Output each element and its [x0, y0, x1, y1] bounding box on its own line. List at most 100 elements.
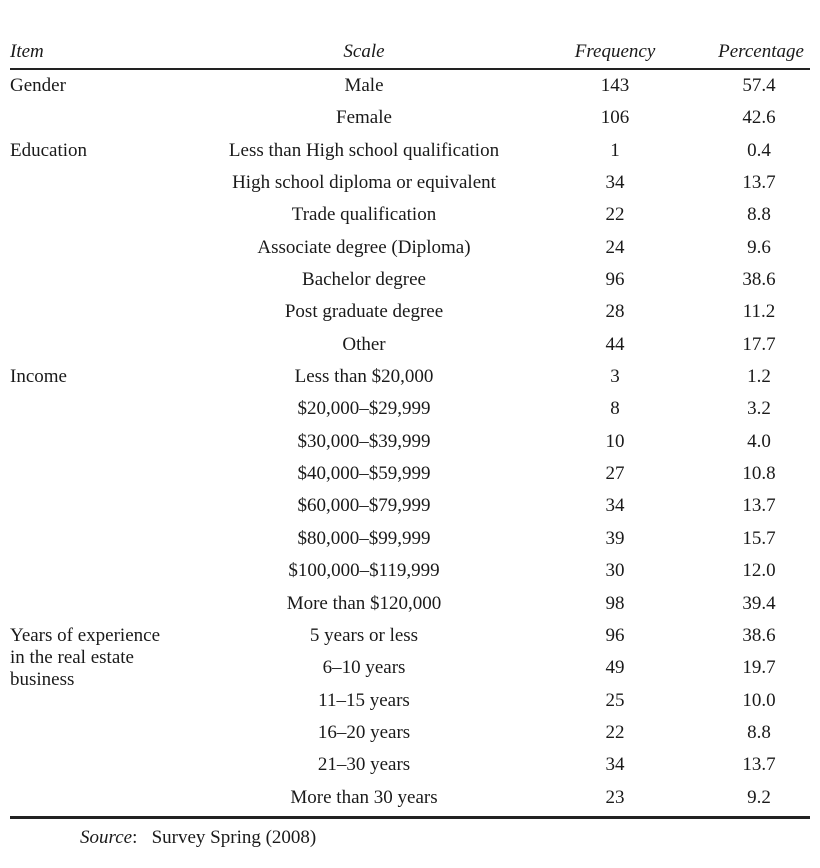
table-row: Post graduate degree 28 11.2: [0, 296, 820, 328]
row-percentage: 1.2: [747, 366, 771, 388]
row-frequency: 1: [610, 139, 620, 161]
row-percentage: 39.4: [742, 592, 776, 614]
table-row: More than $120,000 98 39.4: [0, 588, 820, 620]
row-frequency: 22: [605, 204, 625, 226]
row-frequency: 96: [605, 269, 625, 291]
row-item: Education: [10, 139, 88, 161]
row-frequency: 34: [605, 495, 625, 517]
row-scale: Male: [344, 75, 384, 96]
row-scale: More than 30 years: [290, 786, 438, 808]
row-frequency: 10: [605, 430, 625, 452]
table-row: More than 30 years 23 9.2: [0, 782, 820, 814]
table-row: 16–20 years 22 8.8: [0, 717, 820, 749]
row-percentage: 42.6: [742, 107, 776, 129]
table-row: Bachelor degree 96 38.6: [0, 264, 820, 296]
source-label: Source: [80, 827, 133, 848]
table-row: Education Less than High school qualifica…: [0, 135, 820, 167]
table-row: Associate degree (Diploma) 24 9.6: [0, 232, 820, 264]
table-row: Years of experience in the real estate b…: [0, 620, 820, 690]
table-row: 6–10 years 49 19.7: [0, 652, 820, 684]
table-row: $80,000–$99,999 39 15.7: [0, 523, 820, 555]
header-item: Item: [10, 41, 44, 62]
row-percentage: 0.4: [747, 139, 771, 161]
row-scale: $20,000–$29,999: [297, 398, 431, 420]
row-frequency: 96: [605, 624, 625, 646]
row-percentage: 4.0: [747, 430, 771, 452]
row-item: Gender: [10, 75, 66, 96]
row-scale: 6–10 years: [322, 657, 406, 679]
row-percentage: 13.7: [742, 754, 776, 776]
source-colon: :: [132, 827, 152, 848]
row-scale: $30,000–$39,999: [297, 430, 431, 452]
row-scale: $40,000–$59,999: [297, 463, 431, 485]
table-row: Trade qualification 22 8.8: [0, 199, 820, 231]
row-scale: Other: [342, 333, 386, 355]
table-row: 21–30 years 34 13.7: [0, 749, 820, 781]
table-row: $40,000–$59,999 27 10.8: [0, 458, 820, 490]
header-frequency: Frequency: [574, 41, 656, 62]
row-scale: Associate degree (Diploma): [257, 236, 471, 258]
row-scale: 5 years or less: [309, 624, 419, 646]
table-row: Female 106 42.6: [0, 102, 820, 134]
row-frequency: 34: [605, 754, 625, 776]
row-frequency: 106: [600, 107, 630, 129]
bottom-rule: [10, 816, 810, 819]
row-percentage: 38.6: [742, 624, 776, 646]
row-percentage: 13.7: [742, 172, 776, 194]
row-frequency: 39: [605, 527, 625, 549]
row-item: Years of experience in the real estate b…: [10, 624, 161, 690]
table-row: $60,000–$79,999 34 13.7: [0, 490, 820, 522]
row-scale: Less than $20,000: [294, 366, 434, 388]
row-scale: $100,000–$119,999: [288, 560, 440, 582]
table-row: $20,000–$29,999 8 3.2: [0, 393, 820, 425]
row-frequency: 25: [605, 689, 625, 711]
row-percentage: 13.7: [742, 495, 776, 517]
row-scale: Bachelor degree: [302, 269, 426, 291]
row-scale: Female: [336, 107, 392, 129]
table-row: 11–15 years 25 10.0: [0, 685, 820, 717]
row-frequency: 28: [605, 301, 625, 323]
row-scale: Post graduate degree: [284, 301, 444, 323]
row-percentage: 19.7: [742, 657, 776, 679]
row-percentage: 9.2: [747, 786, 771, 808]
row-percentage: 17.7: [742, 333, 776, 355]
row-frequency: 3: [610, 366, 620, 388]
row-scale: 16–20 years: [317, 721, 411, 743]
row-percentage: 8.8: [747, 721, 771, 743]
row-frequency: 34: [605, 172, 625, 194]
row-scale: High school diploma or equivalent: [232, 172, 496, 194]
row-percentage: 9.6: [747, 236, 771, 258]
row-scale: Trade qualification: [291, 204, 437, 226]
top-rule: [10, 68, 810, 70]
table-row: $100,000–$119,999 30 12.0: [0, 555, 820, 587]
row-scale: More than $120,000: [286, 592, 442, 614]
row-percentage: 10.8: [742, 463, 776, 485]
row-frequency: 49: [605, 657, 625, 679]
row-percentage: 8.8: [747, 204, 771, 226]
row-percentage: 11.2: [742, 301, 776, 323]
header-scale: Scale: [343, 41, 385, 62]
row-frequency: 143: [600, 75, 630, 96]
row-frequency: 8: [610, 398, 620, 420]
source-note: Source: Survey Spring (2008): [80, 826, 316, 850]
row-frequency: 30: [605, 560, 625, 582]
source-text: Survey Spring (2008): [151, 827, 317, 848]
row-percentage: 10.0: [742, 689, 776, 711]
row-frequency: 98: [605, 592, 625, 614]
row-frequency: 24: [605, 236, 625, 258]
row-item: Income: [10, 366, 67, 388]
row-percentage: 15.7: [742, 527, 776, 549]
row-frequency: 22: [605, 721, 625, 743]
row-scale: $60,000–$79,999: [297, 495, 431, 517]
row-percentage: 3.2: [747, 398, 771, 420]
row-frequency: 27: [605, 463, 625, 485]
table-row: $30,000–$39,999 10 4.0: [0, 426, 820, 458]
row-percentage: 38.6: [742, 269, 776, 291]
row-scale: Less than High school qualification: [228, 139, 500, 161]
table-row: Other 44 17.7: [0, 329, 820, 361]
row-percentage: 12.0: [742, 560, 776, 582]
table-row: Income Less than $20,000 3 1.2: [0, 361, 820, 393]
row-scale: 21–30 years: [317, 754, 411, 776]
row-frequency: 44: [605, 333, 625, 355]
